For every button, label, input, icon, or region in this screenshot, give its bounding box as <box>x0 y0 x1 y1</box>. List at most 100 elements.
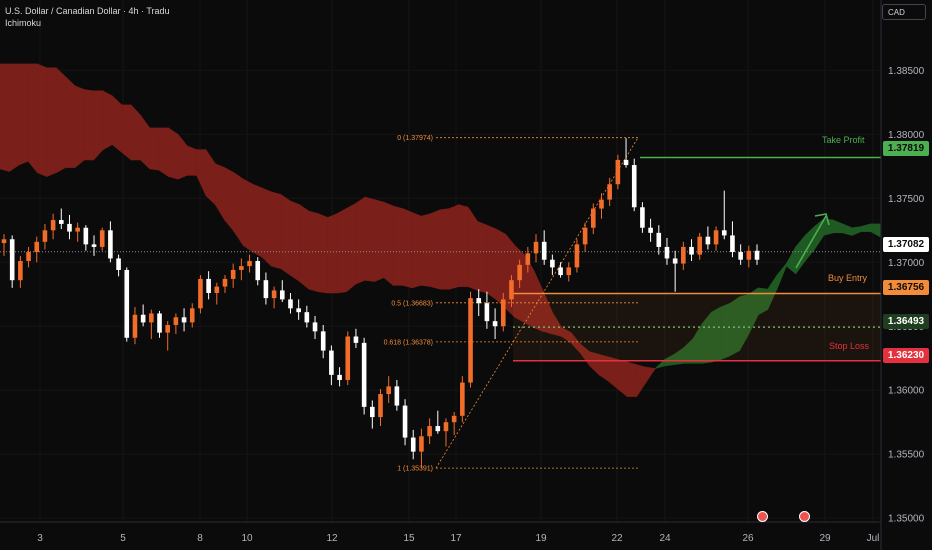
cloud-segment <box>46 67 57 178</box>
candle-body <box>337 374 342 380</box>
buy-entry-label: Buy Entry <box>828 273 868 283</box>
candle <box>173 313 179 334</box>
cloud-segment <box>851 226 862 236</box>
candle <box>83 225 89 251</box>
cloud-segment <box>130 104 141 161</box>
cloud-segment <box>27 63 38 174</box>
candle-body <box>222 278 228 287</box>
candle <box>591 203 596 235</box>
candle-body <box>34 241 40 253</box>
candle <box>304 305 310 328</box>
mid-price-label: 1.36493 <box>883 314 929 329</box>
x-tick-label: 22 <box>611 533 623 544</box>
candle <box>656 225 662 255</box>
candle-body <box>550 259 555 268</box>
economic-event-icon[interactable] <box>799 511 810 522</box>
cloud-segment <box>355 196 366 285</box>
candle-body <box>754 250 760 260</box>
candle <box>484 291 490 329</box>
candle <box>492 308 498 340</box>
candle <box>476 289 482 317</box>
cloud-segment <box>317 213 328 294</box>
candle <box>664 237 670 265</box>
fib-trend-line <box>435 137 639 469</box>
candle <box>67 214 72 240</box>
candle <box>353 328 359 348</box>
buy-entry-price-label: 1.36756 <box>883 280 929 295</box>
candle <box>402 399 408 446</box>
candle-body <box>419 436 424 452</box>
economic-event-icon[interactable] <box>757 511 768 522</box>
cloud-segment <box>0 63 10 172</box>
candle <box>230 263 236 288</box>
x-tick-label: 5 <box>120 533 126 544</box>
projection-arrow <box>795 213 830 269</box>
candle <box>288 292 293 314</box>
candle <box>320 324 326 359</box>
y-tick-label: 1.36000 <box>888 386 925 397</box>
candle <box>681 241 686 270</box>
candle-body <box>607 184 612 200</box>
candle <box>754 244 760 265</box>
candle <box>500 292 506 332</box>
candle <box>18 255 23 288</box>
candle <box>271 286 277 309</box>
candle-body <box>713 230 719 245</box>
candle <box>58 208 64 230</box>
candle <box>312 316 318 340</box>
candle <box>181 308 187 332</box>
candle-body <box>157 313 162 333</box>
stop-loss-price-label: 1.36230 <box>883 348 929 363</box>
y-tick-label: 1.35500 <box>888 450 925 461</box>
candle-body <box>394 386 400 406</box>
cloud-segment <box>832 219 843 234</box>
cloud-segment <box>364 196 375 282</box>
candle <box>132 307 138 345</box>
candle <box>263 272 269 305</box>
candle-body <box>509 280 514 300</box>
candle-body <box>271 290 277 299</box>
candle <box>443 418 449 447</box>
candle <box>149 309 154 340</box>
candle-body <box>132 314 138 338</box>
candle <box>370 400 375 429</box>
candle-body <box>615 159 621 185</box>
cloud-segment <box>93 90 104 161</box>
x-tick-label: 3 <box>37 533 43 544</box>
candle-body <box>108 230 113 259</box>
candle <box>26 246 31 268</box>
indicator-label[interactable]: Ichimoku <box>5 18 42 28</box>
candle <box>214 282 220 305</box>
candle <box>566 262 572 282</box>
currency-selector[interactable]: CAD <box>882 4 926 20</box>
x-tick-label: 26 <box>742 533 754 544</box>
cloud-segment <box>37 63 48 178</box>
cloud-segment <box>280 193 291 276</box>
cloud-segment <box>233 172 244 247</box>
cloud-segment <box>776 262 787 290</box>
cloud-segment <box>308 210 319 293</box>
candle-body <box>738 252 743 260</box>
candle-body <box>50 220 56 231</box>
cloud-segment <box>346 202 357 293</box>
candle <box>631 158 637 212</box>
fib-level-label: 0 (1.37974) <box>397 135 433 142</box>
candle <box>50 213 56 240</box>
candle-body <box>566 267 572 276</box>
cloud-segment <box>74 85 85 169</box>
candle-body <box>689 246 694 255</box>
candle-body <box>288 299 293 309</box>
candle <box>34 236 40 263</box>
cloud-segment <box>261 187 272 267</box>
cloud-segment <box>842 223 853 236</box>
candle-body <box>492 321 498 327</box>
candle-body <box>500 299 506 327</box>
candle-body <box>173 317 179 325</box>
cloud-segment <box>140 114 151 170</box>
cloud-segment <box>336 208 347 294</box>
candle <box>239 258 244 281</box>
candle <box>222 275 228 293</box>
candle <box>623 138 629 168</box>
candle-body <box>517 264 522 281</box>
